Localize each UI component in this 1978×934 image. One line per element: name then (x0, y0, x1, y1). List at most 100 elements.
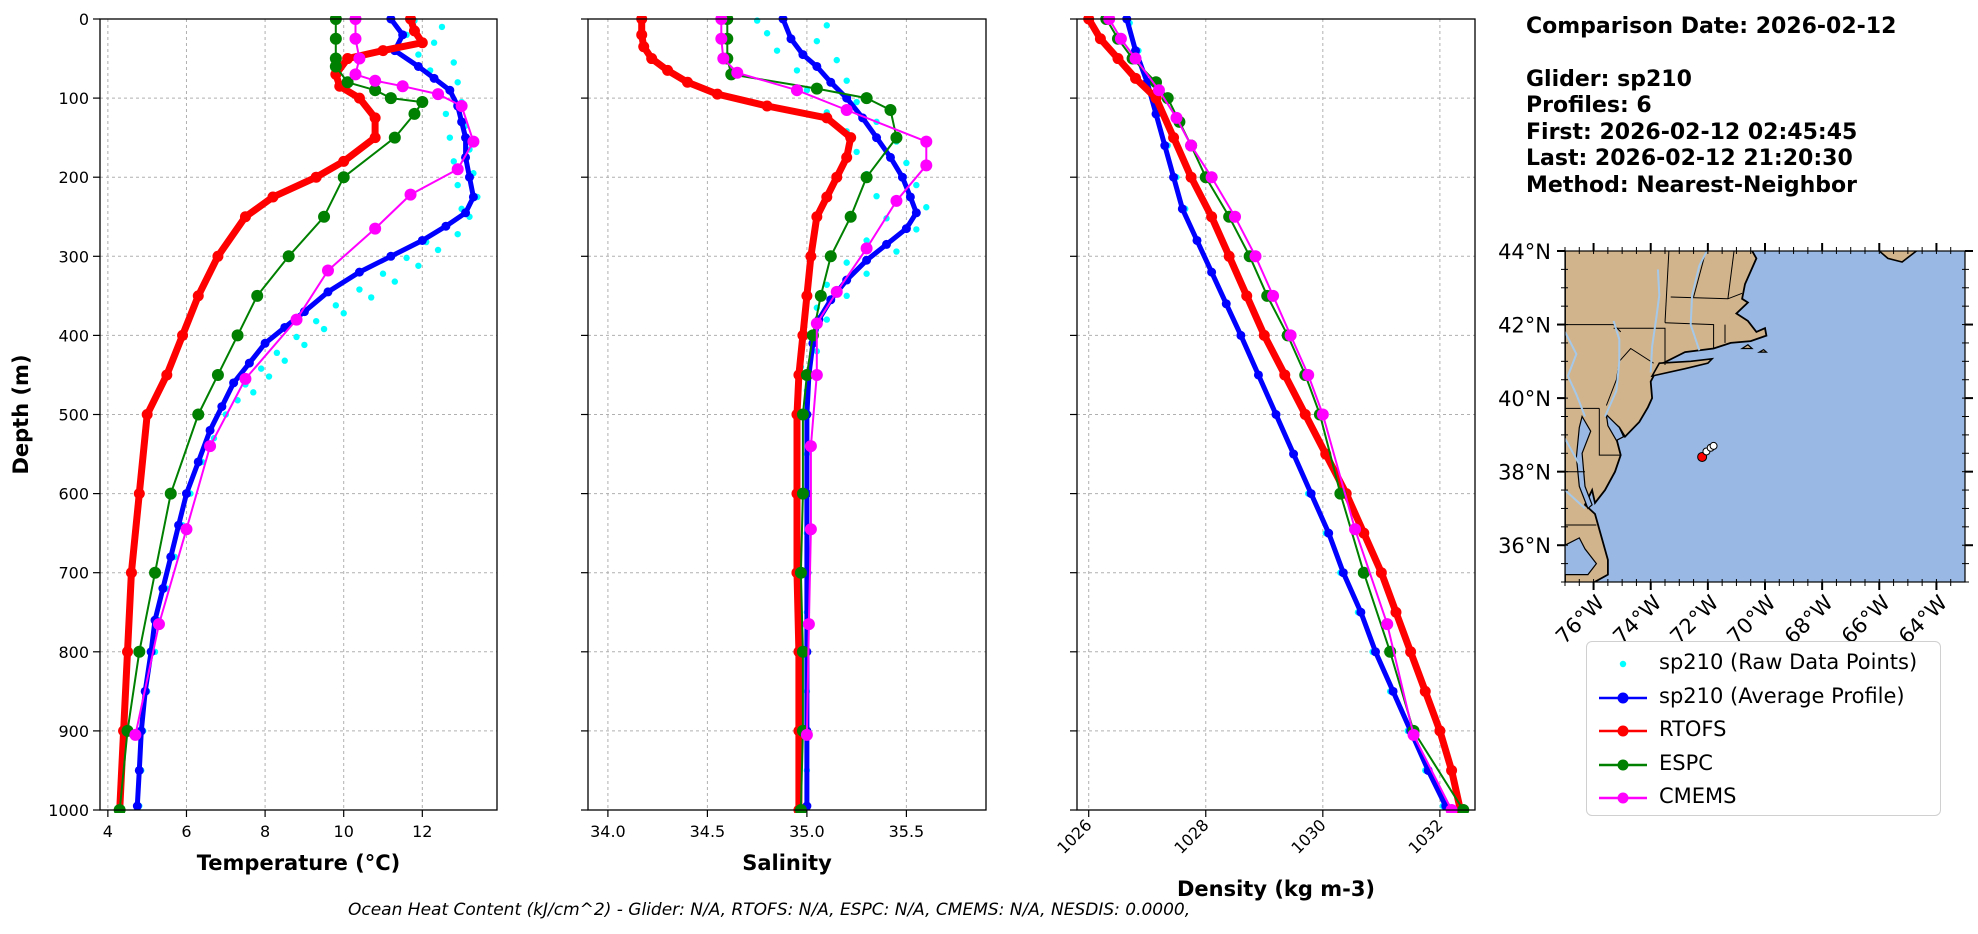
river (1565, 438, 1581, 465)
raw-data-point (753, 17, 761, 24)
raw-data-point (320, 325, 328, 333)
series-marker-espc (844, 210, 857, 223)
series-marker-glider (1177, 204, 1187, 214)
legend-dot (1619, 660, 1627, 668)
x-tick-label: 1028 (1170, 815, 1212, 857)
legend-item-raw: sp210 (Raw Data Points) (1587, 648, 1940, 678)
raw-data-point (843, 292, 850, 300)
series-marker-cmems (1152, 84, 1165, 97)
series-marker-espc (794, 566, 807, 579)
series-marker-rtofs (1358, 527, 1370, 539)
y-tick-label: 600 (58, 485, 89, 504)
series-marker-glider (413, 61, 423, 71)
series-marker-rtofs (192, 290, 204, 302)
map-lon-label: 68°W (1780, 590, 1838, 648)
series-marker-glider (1388, 686, 1398, 696)
raw-data-point (434, 246, 442, 254)
raw-data-point (312, 317, 320, 325)
raw-data-point (853, 148, 860, 156)
series-marker-glider (457, 117, 467, 127)
series-marker-rtofs (1390, 606, 1402, 618)
series-marker-cmems (349, 32, 362, 45)
pamlico-sound (1565, 537, 1598, 576)
raw-data-point (843, 259, 850, 266)
raw-data-point (379, 270, 387, 277)
series-marker-rtofs (239, 211, 251, 223)
series-marker-cmems (1381, 618, 1394, 631)
series-marker-glider (1160, 141, 1170, 151)
series-marker-glider (1253, 370, 1263, 380)
series-marker-rtofs (761, 100, 773, 112)
plot-area (113, 16, 481, 813)
map-lon-label: 72°W (1665, 590, 1723, 648)
raw-data-point (863, 237, 870, 244)
series-marker-cmems (802, 618, 815, 631)
raw-data-point (803, 86, 811, 94)
series-marker-cmems (804, 440, 817, 453)
series-marker-rtofs (405, 16, 417, 25)
series-marker-glider (134, 765, 144, 775)
series-marker-cmems (1316, 408, 1329, 421)
series-marker-espc (384, 92, 397, 105)
series-marker-rtofs (338, 155, 350, 167)
series-marker-cmems (353, 52, 366, 65)
series-marker-espc (810, 82, 823, 95)
series-cmems (1103, 16, 1458, 813)
raw-data-point (454, 230, 461, 238)
x-tick-label: 35.0 (789, 822, 825, 841)
legend: sp210 (Raw Data Points) sp210 (Average Pr… (1586, 641, 1941, 816)
series-marker-cmems (451, 163, 464, 176)
raw-data-point (442, 110, 450, 118)
series-marker-glider (1289, 449, 1299, 459)
series-marker-espc (369, 84, 382, 97)
raw-data-point (250, 389, 257, 396)
series-marker-cmems (129, 728, 142, 741)
series-marker-rtofs (1375, 567, 1387, 579)
series-marker-cmems (321, 264, 334, 277)
y-tick-label: 500 (58, 406, 89, 425)
series-marker-espc (318, 210, 331, 223)
series-marker-espc (337, 171, 350, 184)
series-marker-cmems (239, 372, 252, 385)
series-marker-rtofs (141, 409, 153, 420)
series-marker-glider (464, 172, 474, 182)
raw-data-point (450, 158, 457, 165)
raw-data-point (415, 51, 422, 58)
map-lon-label: 74°W (1608, 590, 1666, 648)
series-marker-rtofs (161, 369, 173, 381)
series-marker-glider (897, 172, 907, 182)
series-marker-glider (260, 338, 270, 348)
series-marker-glider (1324, 528, 1334, 538)
series-marker-glider (354, 267, 364, 277)
raw-data-point (773, 47, 781, 54)
series-marker-rtofs (1206, 211, 1218, 223)
series-marker-espc (890, 131, 903, 144)
raw-data-point (340, 310, 347, 317)
series-marker-glider (468, 192, 478, 202)
series-marker-rtofs (636, 29, 648, 41)
series-marker-glider (229, 378, 239, 388)
series-marker-espc (794, 804, 807, 813)
legend-label: sp210 (Average Profile) (1659, 683, 1905, 708)
series-marker-cmems (860, 242, 873, 255)
series-marker-cmems (1349, 523, 1362, 536)
river (1565, 489, 1586, 510)
panel-1: 0 100 200 300 400 500 600 700 800 900 1000 4 6 8 10 12 T… (9, 10, 498, 875)
series-marker-rtofs (1446, 764, 1458, 776)
series-marker-rtofs (133, 488, 145, 500)
x-tick-label: 34.5 (690, 822, 726, 841)
series-marker-glider (429, 73, 439, 83)
raw-data-point (913, 226, 920, 233)
state-border (1565, 324, 1622, 333)
legend-swatch-rtofs (1599, 725, 1647, 737)
raw-data-point (281, 357, 288, 364)
series-marker-cmems (920, 135, 933, 148)
series-marker-glider (1169, 172, 1179, 182)
series-marker-espc (884, 103, 897, 116)
last-time: Last: 2026-02-12 21:20:30 (1526, 146, 1853, 171)
raw-data-point (293, 333, 300, 341)
series-marker-espc (251, 289, 264, 302)
series-marker-rtofs (408, 25, 420, 37)
glider-name: Glider: sp210 (1526, 66, 1692, 92)
legend-label: sp210 (Raw Data Points) (1659, 650, 1918, 674)
